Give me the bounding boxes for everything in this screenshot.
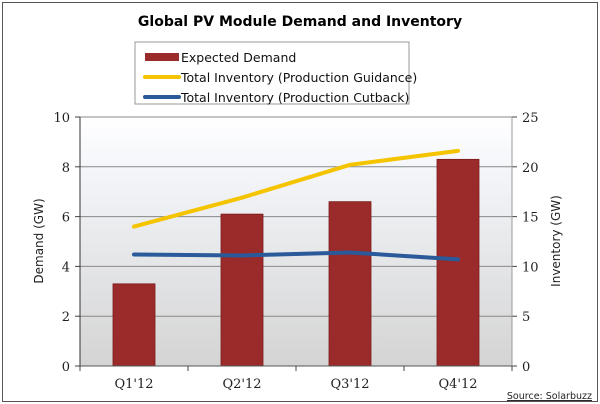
y2-tick-label: 10 <box>522 260 539 275</box>
legend-box <box>134 41 410 105</box>
x-tick-label: Q2'12 <box>222 377 261 392</box>
y-axis-label: Demand (GW) <box>32 198 46 283</box>
legend: Expected Demand Total Inventory (Producti… <box>134 41 417 105</box>
legend-label: Total Inventory (Production Cutback) <box>180 90 409 105</box>
source-label: Source: Solarbuzz <box>507 391 592 402</box>
y2-axis-label: Inventory (GW) <box>549 195 563 287</box>
chart-title: Global PV Module Demand and Inventory <box>138 14 462 30</box>
line-total-inventory-production-cutback- <box>132 250 460 262</box>
legend-label: Total Inventory (Production Guidance) <box>180 70 417 85</box>
bar-expected-demand-1 <box>220 213 264 367</box>
y-tick-label: 4 <box>62 260 70 275</box>
legend-label: Expected Demand <box>181 50 296 65</box>
y-tick-label: 6 <box>62 211 70 226</box>
y-tick-label: 0 <box>62 360 70 375</box>
y2-tick-label: 15 <box>522 211 539 226</box>
bar-expected-demand-0 <box>112 283 156 367</box>
y-tick-label: 10 <box>53 111 70 126</box>
x-tick-label: Q1'12 <box>114 377 153 392</box>
line-total-inventory-production-guidance- <box>132 148 460 229</box>
y2-tick-label: 0 <box>522 360 530 375</box>
y-tick-label: 2 <box>62 310 70 325</box>
y-tick-label: 8 <box>62 161 70 176</box>
legend-swatch-bar <box>145 53 179 61</box>
bar-expected-demand-2 <box>328 201 372 367</box>
bar-expected-demand-3 <box>436 158 480 367</box>
y2-tick-label: 5 <box>522 310 530 325</box>
x-tick-label: Q3'12 <box>330 377 369 392</box>
y2-tick-label: 25 <box>522 111 539 126</box>
x-tick-label: Q4'12 <box>438 377 477 392</box>
y2-tick-label: 20 <box>522 161 539 176</box>
